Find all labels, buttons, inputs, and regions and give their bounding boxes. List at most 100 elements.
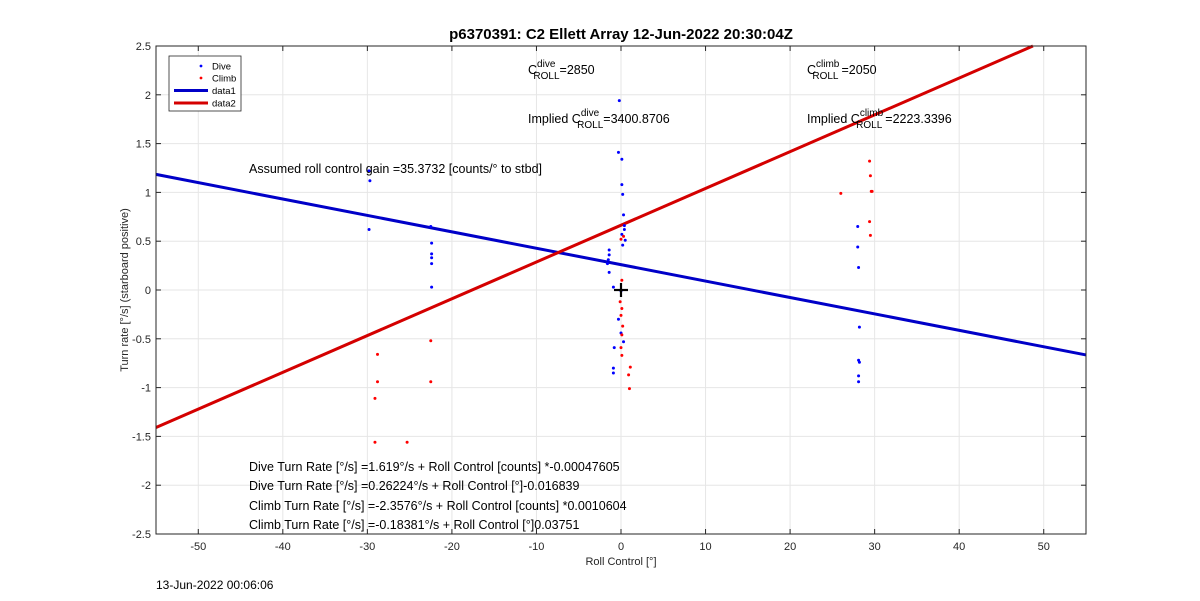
dive-point bbox=[430, 252, 434, 256]
annotation-implied-climb-base: C bbox=[851, 112, 860, 126]
climb-point bbox=[621, 324, 625, 328]
dive-point bbox=[857, 360, 861, 364]
annotation-implied-climb-value: =2223.3396 bbox=[885, 112, 951, 126]
legend-dive-label: Dive bbox=[212, 62, 231, 73]
dive-point bbox=[605, 262, 609, 266]
tick-labels: -50 -40 -30 -20 -10 0 10 20 30 40 50-2.5-2-1.5-1-0… bbox=[132, 41, 1050, 553]
climb-point bbox=[620, 307, 624, 311]
dive-point bbox=[857, 325, 861, 329]
legend: Dive Climb data1 data2 bbox=[168, 55, 242, 112]
annotation-c-dive-sup: dive bbox=[537, 59, 556, 70]
dive-point bbox=[368, 179, 372, 183]
x-tick-label: 10 bbox=[699, 541, 711, 553]
fit-text-climb-degrees: Climb Turn Rate [°/s] =-0.18381°/s + Rol… bbox=[249, 518, 579, 532]
legend-dive-marker bbox=[199, 64, 203, 68]
dive-point bbox=[611, 285, 615, 289]
y-tick-label: -1.5 bbox=[132, 431, 151, 443]
climb-point bbox=[619, 313, 623, 317]
gain-annotation: Assumed roll control gain =35.3732 [coun… bbox=[249, 162, 542, 176]
y-tick-label: 1 bbox=[145, 187, 151, 199]
origin-marker bbox=[614, 283, 628, 297]
dive-point bbox=[622, 224, 626, 228]
climb-point bbox=[627, 373, 631, 377]
dive-point bbox=[430, 241, 434, 245]
annotation-c-climb: Cclimb ROLL =2050 bbox=[807, 59, 877, 82]
legend-data2-label: data2 bbox=[212, 99, 236, 110]
climb-point bbox=[373, 396, 377, 400]
annotation-c-climb-base: C bbox=[807, 63, 816, 77]
dive-point bbox=[429, 225, 433, 229]
y-tick-label: 2.5 bbox=[136, 41, 151, 53]
y-tick-label: 1.5 bbox=[136, 139, 151, 151]
annotation-implied-climb-sub: ROLL bbox=[856, 120, 883, 131]
climb-point bbox=[429, 380, 433, 384]
climb-point bbox=[376, 352, 380, 356]
annotation-c-dive-sub: ROLL bbox=[533, 71, 560, 82]
climb-point bbox=[627, 387, 631, 391]
x-tick-label: -40 bbox=[275, 541, 291, 553]
annotation-implied-dive-sup: dive bbox=[581, 108, 600, 119]
annotation-implied-dive-sub: ROLL bbox=[577, 120, 604, 131]
climb-point bbox=[868, 220, 872, 224]
x-tick-label: 0 bbox=[618, 541, 624, 553]
climb-point bbox=[839, 191, 843, 195]
x-tick-label: -20 bbox=[444, 541, 460, 553]
y-axis-label: Turn rate [°/s] (starboard positive) bbox=[119, 208, 131, 372]
climb-point bbox=[868, 159, 872, 163]
y-tick-label: 0.5 bbox=[136, 236, 151, 248]
annotation-c-dive: Cdive ROLL=2850 bbox=[528, 59, 595, 82]
climb-point bbox=[429, 339, 433, 343]
chart-title: p6370391: C2 Ellett Array 12-Jun-2022 20… bbox=[449, 26, 793, 43]
fit-line-data2 bbox=[155, 44, 1034, 429]
climb-point bbox=[620, 353, 624, 357]
annotation-implied-climb-sup: climb bbox=[860, 108, 884, 119]
fit-text-climb-counts: Climb Turn Rate [°/s] =-2.3576°/s + Roll… bbox=[249, 499, 627, 513]
dive-point bbox=[430, 256, 434, 260]
y-tick-label: 0 bbox=[145, 285, 151, 297]
annotation-implied-climb-prefix: Implied bbox=[807, 112, 851, 126]
annotation-c-dive-base: C bbox=[528, 63, 537, 77]
climb-point bbox=[619, 346, 623, 350]
dive-point bbox=[430, 262, 434, 266]
x-tick-label: -10 bbox=[529, 541, 545, 553]
dive-point bbox=[616, 317, 620, 321]
x-tick-label: 20 bbox=[784, 541, 796, 553]
dive-point bbox=[623, 238, 627, 242]
legend-climb-label: Climb bbox=[212, 74, 236, 85]
dive-point bbox=[856, 245, 860, 249]
dive-point bbox=[857, 266, 861, 270]
dive-point bbox=[430, 285, 434, 289]
dive-point bbox=[622, 213, 626, 217]
climb-point bbox=[618, 300, 622, 304]
y-tick-label: 2 bbox=[145, 90, 151, 102]
fit-line-data1 bbox=[155, 172, 1087, 357]
climb-point bbox=[622, 234, 626, 238]
annotation-implied-dive-base: C bbox=[572, 112, 581, 126]
annotation-c-climb-value: =2050 bbox=[842, 63, 877, 77]
climb-point bbox=[868, 233, 872, 237]
climb-point bbox=[619, 237, 623, 241]
data-points bbox=[367, 99, 874, 444]
dive-point bbox=[611, 366, 615, 370]
x-tick-label: -50 bbox=[190, 541, 206, 553]
dive-point bbox=[622, 227, 626, 231]
y-tick-label: -1 bbox=[141, 383, 151, 395]
climb-point bbox=[628, 365, 632, 369]
climb-point bbox=[870, 189, 874, 193]
dive-point bbox=[622, 340, 626, 344]
climb-point bbox=[405, 440, 409, 444]
x-tick-label: -30 bbox=[359, 541, 375, 553]
annotation-implied-dive: Implied Cdive ROLL=3400.8706 bbox=[528, 108, 670, 131]
annotation-implied-dive-prefix: Implied bbox=[528, 112, 572, 126]
dive-point bbox=[616, 150, 620, 154]
dive-point bbox=[621, 192, 625, 196]
fit-text-dive-degrees: Dive Turn Rate [°/s] =0.26224°/s + Roll … bbox=[249, 479, 579, 493]
x-axis-label: Roll Control [°] bbox=[585, 556, 656, 568]
dive-point bbox=[857, 380, 861, 384]
dive-point bbox=[856, 225, 860, 229]
legend-data1-label: data1 bbox=[212, 86, 236, 97]
footer-timestamp: 13-Jun-2022 00:06:06 bbox=[156, 578, 274, 592]
climb-point bbox=[376, 380, 380, 384]
climb-point bbox=[620, 278, 624, 282]
